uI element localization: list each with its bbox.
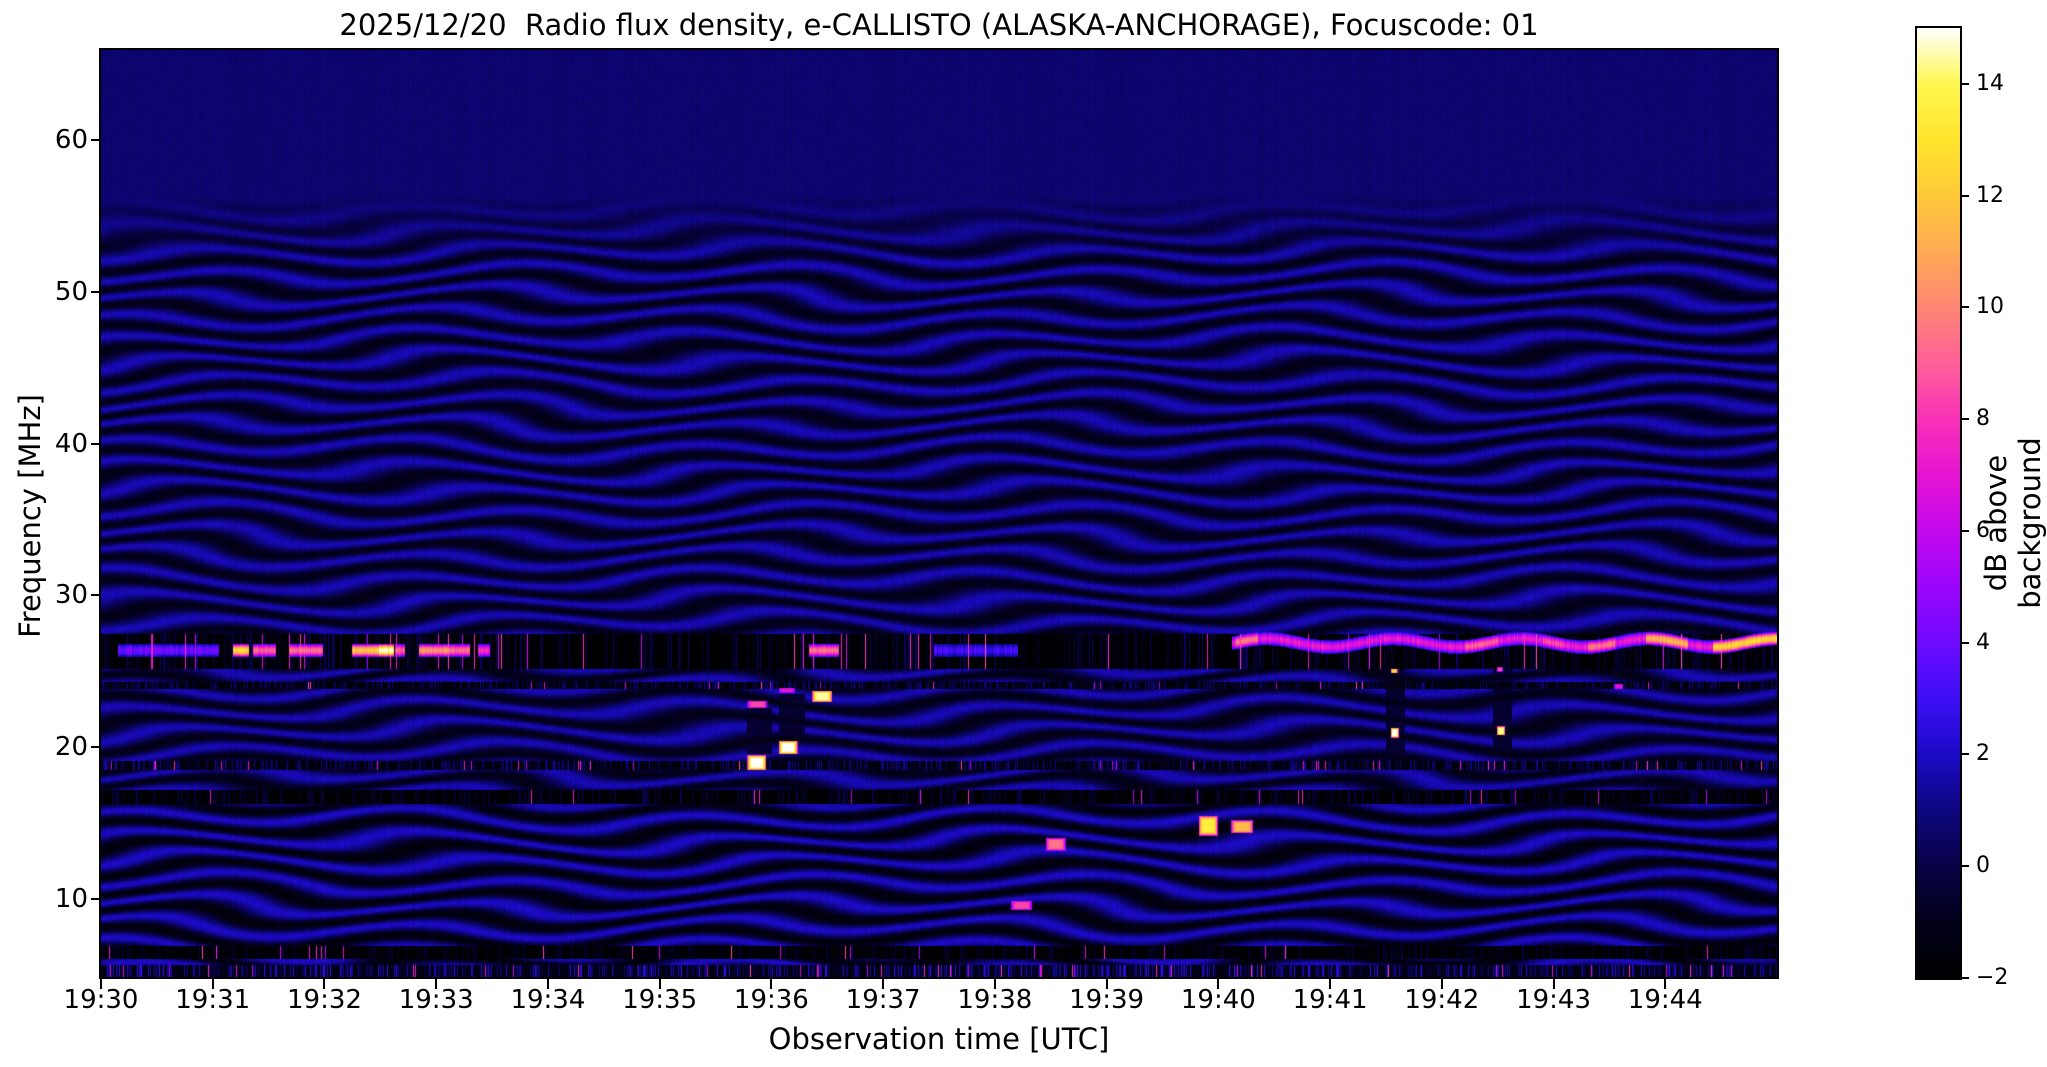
- y-tick-mark: [91, 746, 101, 749]
- colorbar-tick-label: 4: [1976, 629, 1990, 655]
- x-tick-mark: [435, 979, 438, 989]
- colorbar-tick-mark: [1960, 82, 1969, 85]
- x-tick-label: 19:31: [175, 985, 251, 1015]
- colorbar-tick-label: 10: [1976, 294, 2004, 320]
- x-tick-label: 19:30: [63, 985, 139, 1015]
- colorbar: [1915, 26, 1962, 980]
- y-axis-label: Frequency [MHz]: [13, 394, 47, 638]
- y-tick-mark: [91, 897, 101, 900]
- x-tick-label: 19:40: [1180, 985, 1256, 1015]
- colorbar-tick-label: 8: [1976, 406, 1990, 432]
- y-tick-label: 30: [54, 580, 88, 611]
- x-tick-label: 19:44: [1627, 985, 1703, 1015]
- colorbar-label: dB above background: [1979, 437, 2047, 609]
- x-tick-mark: [1664, 979, 1667, 989]
- x-axis-label: Observation time [UTC]: [768, 1022, 1110, 1056]
- y-tick-mark: [91, 290, 101, 293]
- y-tick-label: 50: [54, 276, 88, 307]
- colorbar-gradient: [1917, 28, 1960, 978]
- y-tick-label: 40: [54, 428, 88, 459]
- x-tick-mark: [1217, 979, 1220, 989]
- y-tick-label: 10: [54, 883, 88, 914]
- x-tick-label: 19:33: [398, 985, 474, 1015]
- x-tick-mark: [1329, 979, 1332, 989]
- x-tick-label: 19:35: [622, 985, 698, 1015]
- colorbar-tick-mark: [1960, 418, 1969, 421]
- colorbar-tick-mark: [1960, 977, 1969, 979]
- colorbar-tick-mark: [1960, 194, 1969, 197]
- colorbar-tick-label: 14: [1976, 70, 2004, 96]
- y-tick-label: 60: [54, 124, 88, 155]
- x-tick-label: 19:36: [733, 985, 809, 1015]
- y-tick-label: 20: [54, 732, 88, 763]
- plot-area: [99, 48, 1779, 979]
- x-tick-mark: [1105, 979, 1108, 989]
- x-tick-mark: [770, 979, 773, 989]
- x-tick-mark: [546, 979, 549, 989]
- colorbar-tick-mark: [1960, 529, 1969, 532]
- x-tick-label: 19:39: [1069, 985, 1145, 1015]
- x-tick-mark: [1552, 979, 1555, 989]
- x-tick-mark: [1440, 979, 1443, 989]
- colorbar-tick-label: 12: [1976, 182, 2004, 208]
- y-tick-mark: [91, 594, 101, 597]
- x-tick-mark: [993, 979, 996, 989]
- colorbar-tick-mark: [1960, 306, 1969, 309]
- colorbar-tick-mark: [1960, 641, 1969, 644]
- chart-title: 2025/12/20 Radio flux density, e-CALLIST…: [339, 8, 1539, 42]
- x-tick-mark: [882, 979, 885, 989]
- colorbar-tick-mark: [1960, 753, 1969, 756]
- colorbar-tick-label: 6: [1976, 517, 1990, 543]
- x-tick-label: 19:34: [510, 985, 586, 1015]
- x-tick-label: 19:43: [1516, 985, 1591, 1015]
- spectrogram-canvas: [101, 50, 1777, 977]
- x-tick-label: 19:41: [1292, 985, 1368, 1015]
- x-tick-label: 19:32: [286, 985, 362, 1015]
- colorbar-tick-label: −2: [1976, 965, 2009, 990]
- colorbar-tick-label: 0: [1976, 853, 1990, 879]
- colorbar-tick-label: 2: [1976, 741, 1990, 767]
- colorbar-tick-mark: [1960, 865, 1969, 868]
- x-tick-label: 19:42: [1404, 985, 1480, 1015]
- y-tick-mark: [91, 138, 101, 141]
- x-tick-label: 19:37: [845, 985, 921, 1015]
- x-tick-mark: [323, 979, 326, 989]
- x-tick-mark: [100, 979, 102, 989]
- x-tick-mark: [658, 979, 661, 989]
- x-tick-mark: [211, 979, 214, 989]
- x-tick-label: 19:38: [957, 985, 1033, 1015]
- y-tick-mark: [91, 442, 101, 445]
